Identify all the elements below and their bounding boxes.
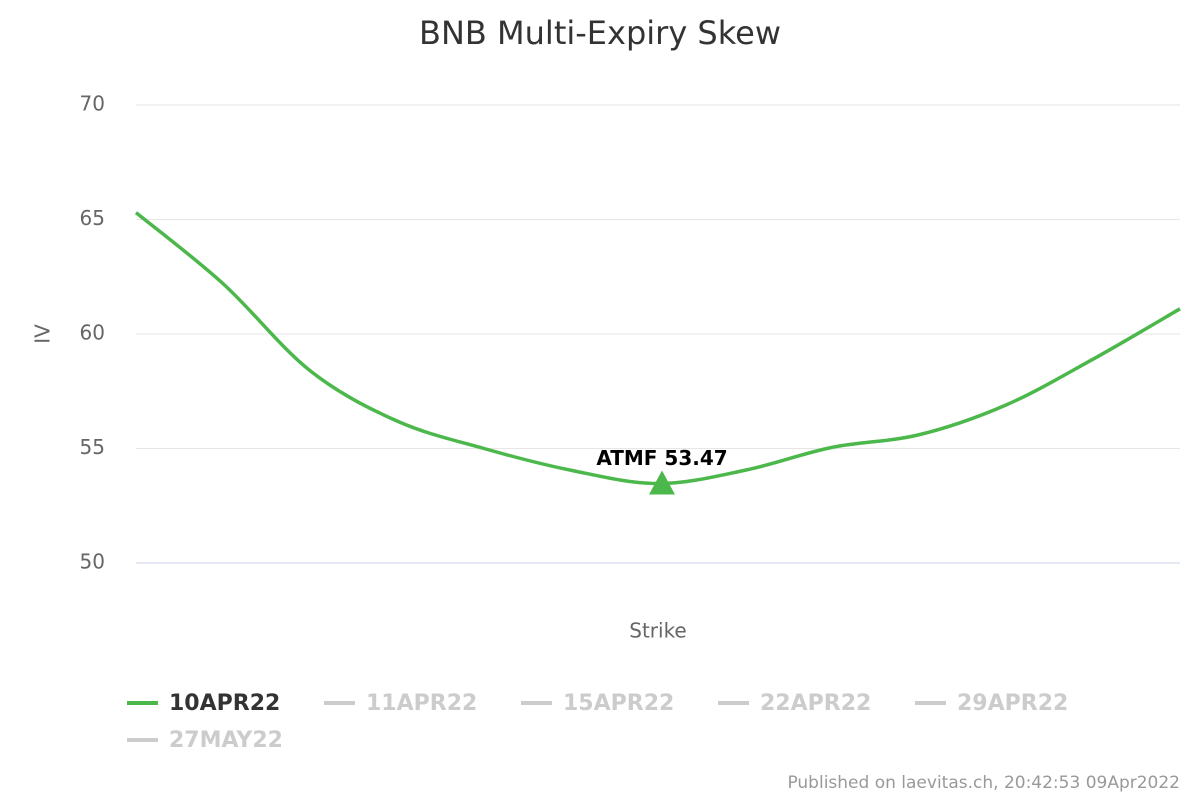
y-tick-label: 65	[80, 206, 105, 230]
x-axis-label: Strike	[629, 619, 687, 643]
credit: Published on laevitas.ch, 20:42:53 09Apr…	[787, 773, 1180, 793]
series-line	[134, 211, 1181, 486]
y-tick-label: 60	[80, 321, 105, 345]
legend-label[interactable]: 15APR22	[563, 691, 674, 716]
legend-label[interactable]: 22APR22	[760, 691, 871, 716]
legend-label[interactable]: 11APR22	[366, 691, 477, 716]
atmf-marker	[649, 470, 675, 495]
legend-label[interactable]: 29APR22	[957, 691, 1068, 716]
y-tick-label: 70	[80, 92, 105, 116]
y-tick-label: 50	[80, 550, 105, 574]
y-tick-label: 55	[80, 435, 105, 459]
chart-title: BNB Multi-Expiry Skew	[419, 14, 781, 52]
legend-label[interactable]: 27MAY22	[169, 728, 283, 753]
legend-label[interactable]: 10APR22	[169, 691, 280, 716]
atmf-label: ATMF 53.47	[596, 446, 727, 470]
y-axis-label: IV	[31, 324, 55, 344]
